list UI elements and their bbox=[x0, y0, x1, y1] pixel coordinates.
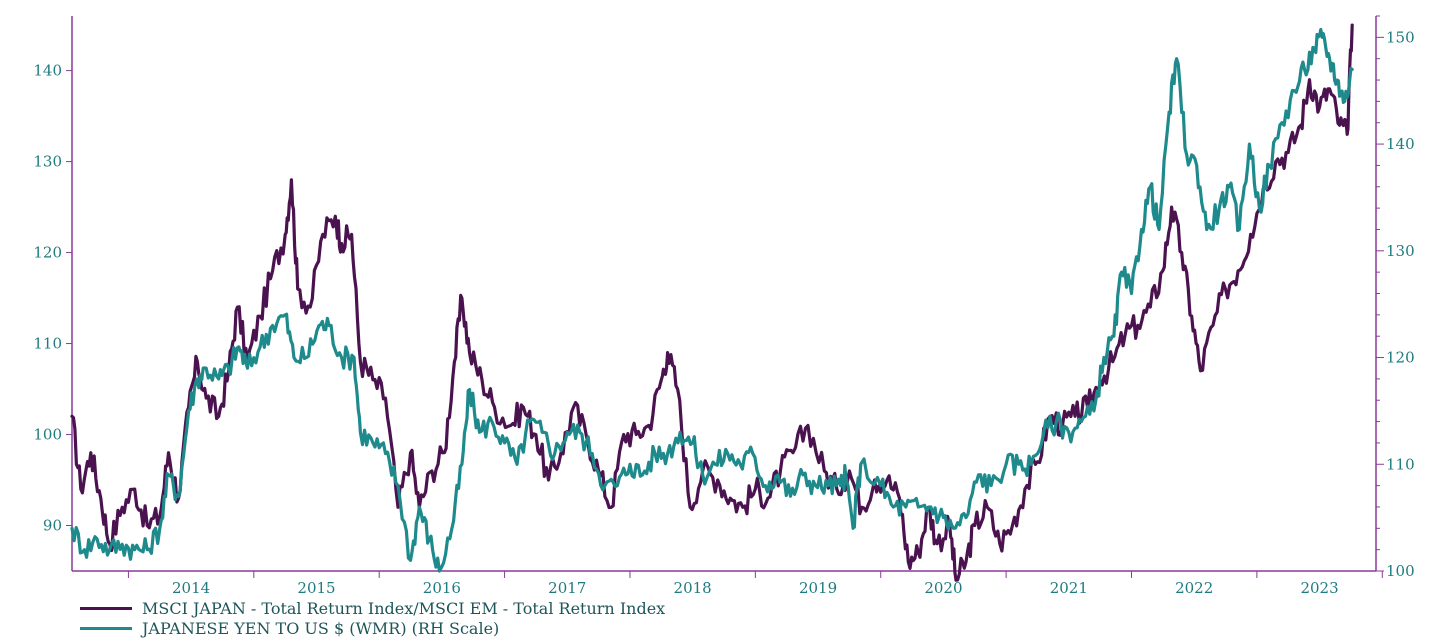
right-tick-label: 120 bbox=[1386, 349, 1415, 367]
x-tick-label: 2017 bbox=[548, 579, 586, 597]
axes-group: 90 100 110 120 130 140 100 110 120 130 140 150 2014 2… bbox=[33, 15, 1415, 597]
x-tick-label: 2018 bbox=[674, 579, 712, 597]
left-tick-label: 110 bbox=[33, 335, 62, 353]
legend-label-yen: JAPANESE YEN TO US $ (WMR) (RH Scale) bbox=[142, 618, 500, 638]
legend-swatch-yen bbox=[80, 626, 132, 630]
legend-label-msci: MSCI JAPAN - Total Return Index/MSCI EM … bbox=[142, 598, 666, 618]
left-tick-label: 140 bbox=[33, 62, 62, 80]
x-tick-label: 2022 bbox=[1175, 579, 1213, 597]
left-tick-label: 120 bbox=[33, 244, 62, 262]
x-tick-label: 2019 bbox=[799, 579, 837, 597]
legend-item-msci: MSCI JAPAN - Total Return Index/MSCI EM … bbox=[80, 598, 665, 618]
legend-swatch-msci bbox=[80, 606, 132, 610]
dual-axis-line-chart: 90 100 110 120 130 140 100 110 120 130 140 150 2014 2… bbox=[33, 15, 1415, 597]
right-tick-label: 100 bbox=[1386, 562, 1415, 580]
x-tick-label: 2021 bbox=[1050, 579, 1088, 597]
series-group bbox=[70, 23, 1354, 582]
x-tick-label: 2020 bbox=[924, 579, 962, 597]
x-tick-label: 2016 bbox=[423, 579, 461, 597]
left-tick-label: 90 bbox=[43, 517, 62, 535]
right-tick-label: 130 bbox=[1386, 242, 1415, 260]
legend-item-yen: JAPANESE YEN TO US $ (WMR) (RH Scale) bbox=[80, 618, 665, 638]
legend: MSCI JAPAN - Total Return Index/MSCI EM … bbox=[80, 598, 665, 638]
right-tick-label: 110 bbox=[1386, 455, 1415, 473]
left-tick-label: 130 bbox=[33, 153, 62, 171]
series-line-msci bbox=[70, 23, 1354, 582]
right-tick-label: 150 bbox=[1386, 28, 1415, 46]
left-tick-label: 100 bbox=[33, 426, 62, 444]
series-line-yen bbox=[70, 27, 1354, 573]
x-tick-label: 2014 bbox=[172, 579, 210, 597]
x-tick-label: 2023 bbox=[1300, 579, 1338, 597]
right-tick-label: 140 bbox=[1386, 135, 1415, 153]
x-tick-label: 2015 bbox=[297, 579, 335, 597]
